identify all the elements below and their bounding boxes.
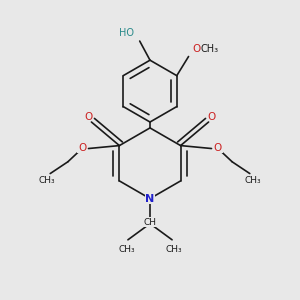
Text: O: O <box>192 44 200 54</box>
Text: CH₃: CH₃ <box>201 44 219 54</box>
Text: O: O <box>84 112 93 122</box>
Text: HO: HO <box>119 28 134 38</box>
Text: CH: CH <box>143 218 157 227</box>
Text: O: O <box>207 112 216 122</box>
Text: O: O <box>78 143 86 153</box>
Text: CH₃: CH₃ <box>118 245 135 254</box>
Text: CH₃: CH₃ <box>165 245 182 254</box>
Text: CH₃: CH₃ <box>39 176 56 185</box>
Text: N: N <box>146 194 154 204</box>
Text: O: O <box>214 143 222 153</box>
Text: CH₃: CH₃ <box>244 176 261 185</box>
